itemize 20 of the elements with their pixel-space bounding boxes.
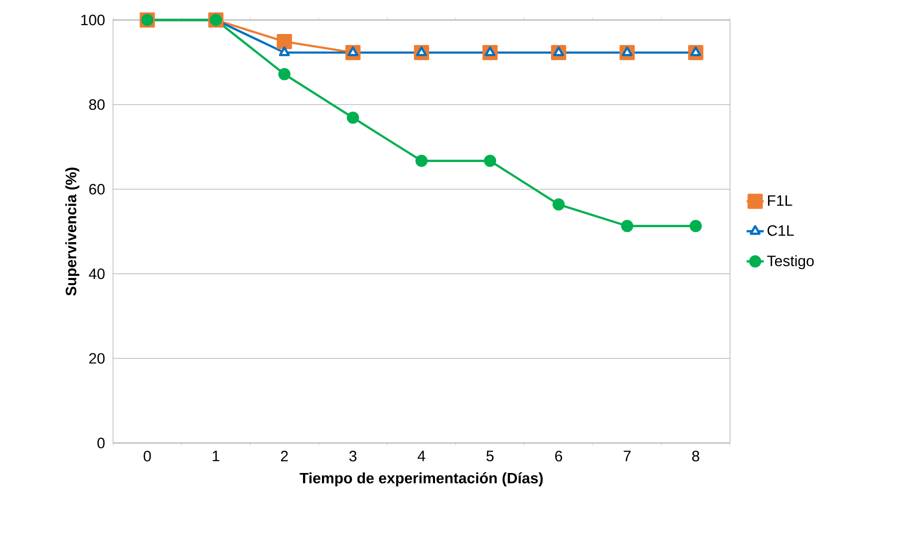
y-tick-label: 100 (81, 14, 105, 26)
x-tick-label: 0 (144, 450, 151, 462)
x-tick-label: 6 (555, 450, 562, 462)
y-axis-title: Supervivencia (%) (65, 168, 80, 296)
y-tick-label: 40 (88, 268, 105, 280)
x-axis-title: Tiempo de experimentación (Días) (300, 472, 543, 486)
x-tick-label: 7 (624, 450, 631, 462)
legend-label: F1L (768, 195, 792, 206)
x-tick-label: 3 (349, 450, 356, 462)
legend-label: Testigo (767, 255, 814, 270)
y-tick-label: 60 (89, 184, 105, 195)
x-tick-label: 5 (486, 450, 494, 462)
legend-label: C1L (768, 225, 794, 236)
y-tick-label: 0 (97, 438, 105, 448)
x-tick-label: 4 (418, 450, 426, 462)
x-tick-label: 8 (692, 450, 700, 462)
x-tick-label: 1 (212, 450, 220, 462)
y-tick-label: 80 (89, 99, 105, 110)
x-tick-label: 2 (280, 450, 288, 462)
y-tick-label: 20 (89, 353, 105, 364)
